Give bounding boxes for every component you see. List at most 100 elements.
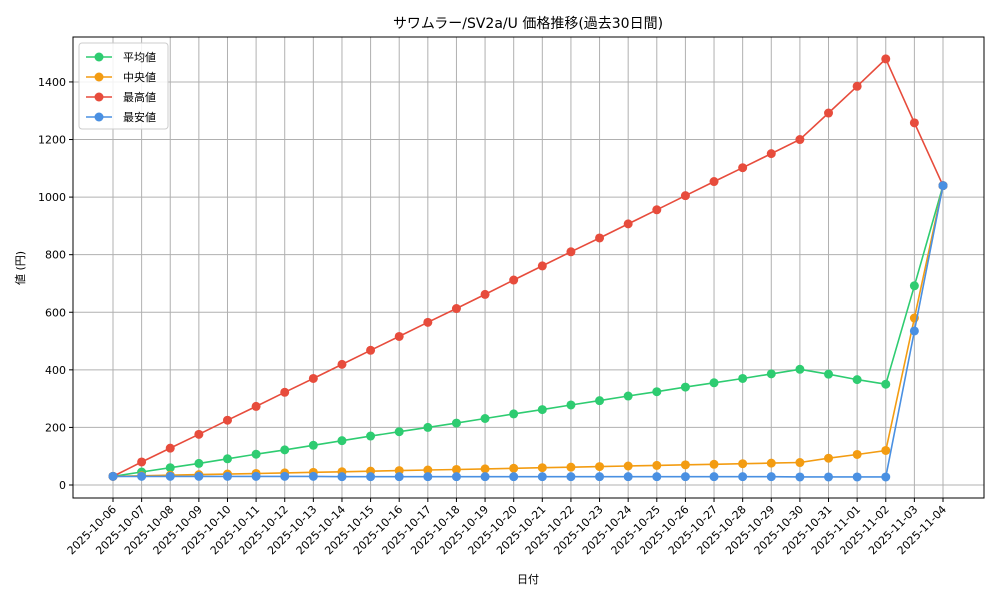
data-point	[766, 369, 776, 379]
data-point	[623, 391, 633, 401]
data-point	[738, 163, 748, 173]
data-point	[337, 472, 347, 482]
data-point	[652, 472, 662, 482]
data-point	[509, 275, 519, 285]
data-point	[566, 400, 576, 410]
data-point	[909, 281, 919, 291]
data-point	[824, 108, 834, 118]
data-point	[222, 471, 232, 481]
series-1	[108, 181, 948, 481]
data-point	[766, 458, 776, 468]
data-point	[251, 449, 261, 459]
y-tick-label: 600	[45, 306, 66, 319]
data-point	[852, 375, 862, 385]
data-point	[137, 471, 147, 481]
data-point	[652, 460, 662, 470]
series-2	[108, 54, 948, 481]
legend-marker	[94, 72, 104, 82]
data-point	[366, 345, 376, 355]
data-point	[623, 472, 633, 482]
data-point	[680, 191, 690, 201]
data-point	[537, 472, 547, 482]
data-point	[537, 405, 547, 415]
data-point	[509, 409, 519, 419]
data-point	[766, 149, 776, 159]
y-tick-label: 1000	[38, 191, 66, 204]
data-point	[366, 431, 376, 441]
data-point	[251, 471, 261, 481]
data-point	[824, 453, 834, 463]
data-point	[938, 181, 948, 191]
series-line	[112, 185, 944, 478]
legend-item: 平均値	[86, 51, 156, 64]
data-point	[909, 326, 919, 336]
data-point	[738, 472, 748, 482]
data-point	[165, 471, 175, 481]
legend-label: 最安値	[123, 110, 156, 124]
data-point	[308, 471, 318, 481]
data-point	[595, 233, 605, 243]
data-point	[165, 463, 175, 473]
data-point	[194, 429, 204, 439]
data-point	[480, 464, 490, 474]
data-point	[451, 418, 461, 428]
data-point	[394, 331, 404, 341]
legend-item: 最安値	[86, 110, 156, 124]
data-point	[222, 415, 232, 425]
data-point	[423, 317, 433, 327]
data-point	[909, 118, 919, 128]
data-point	[337, 359, 347, 369]
data-point	[280, 445, 290, 455]
grid-lines	[73, 37, 984, 498]
data-point	[509, 463, 519, 473]
data-point	[680, 472, 690, 482]
data-point	[652, 205, 662, 215]
series-line	[112, 57, 944, 478]
data-point	[480, 413, 490, 423]
data-point	[566, 472, 576, 482]
data-point	[509, 472, 519, 482]
data-point	[852, 81, 862, 91]
data-point	[566, 462, 576, 472]
data-point	[881, 54, 891, 64]
data-point	[709, 378, 719, 388]
data-point	[852, 449, 862, 459]
legend-marker	[94, 52, 104, 62]
y-tick-label: 400	[45, 364, 66, 377]
data-point	[308, 440, 318, 450]
data-point	[451, 464, 461, 474]
legend-marker	[94, 112, 104, 122]
data-point	[480, 472, 490, 482]
data-point	[595, 472, 605, 482]
data-point	[280, 471, 290, 481]
data-point	[451, 304, 461, 314]
data-point	[680, 382, 690, 392]
y-tick-label: 200	[45, 421, 66, 434]
series-line	[113, 185, 944, 478]
legend-marker	[94, 92, 104, 102]
y-axis-ticks: 0 200 400 600 800 1000 1200 1400	[38, 76, 73, 492]
x-axis-ticks: 2025-10-062025-10-072025-10-082025-10-09…	[65, 498, 949, 557]
data-point	[137, 457, 147, 467]
data-point	[881, 445, 891, 455]
data-point	[652, 387, 662, 397]
data-point	[194, 458, 204, 468]
chart-title: サワムラー/SV2a/U 価格推移(過去30日間)	[393, 16, 663, 32]
plot-frame	[72, 36, 985, 499]
y-axis-label: 値 (円)	[14, 251, 27, 285]
data-point	[852, 472, 862, 482]
data-point	[795, 364, 805, 374]
data-point	[394, 472, 404, 482]
series-3	[108, 181, 948, 482]
y-tick-label: 0	[59, 479, 66, 492]
legend-item: 最高値	[86, 90, 156, 104]
data-point	[623, 461, 633, 471]
data-point	[280, 387, 290, 397]
data-point	[680, 460, 690, 470]
data-point	[423, 422, 433, 432]
series-line	[112, 185, 944, 478]
data-point	[451, 472, 461, 482]
